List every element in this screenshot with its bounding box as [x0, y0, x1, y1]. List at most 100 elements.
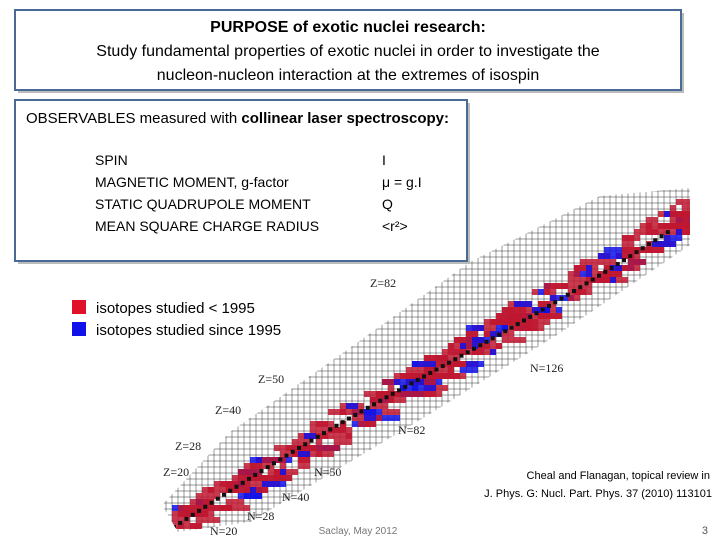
isotope-cell: [574, 271, 592, 277]
isotope-cell: [364, 409, 382, 415]
isotope-cell: [628, 259, 646, 265]
observables-title: OBSERVABLES measured with collinear lase…: [26, 110, 449, 127]
isotope-cell: [226, 499, 244, 505]
isotope-cell: [364, 421, 376, 427]
stable-cell: [203, 504, 208, 509]
isotope-cell: [262, 481, 286, 487]
observables-box: [14, 99, 468, 262]
stable-cell: [553, 300, 558, 305]
isotope-cell: [364, 391, 382, 397]
isotope-cell: [178, 505, 190, 511]
isotope-cell: [346, 403, 358, 409]
isotope-cell: [244, 493, 262, 499]
isotope-cell: [316, 439, 322, 445]
stable-cell: [503, 329, 508, 334]
isotope-cell: [274, 445, 298, 451]
stable-cell: [459, 353, 464, 358]
observable-name: MEAN SQUARE CHARGE RADIUS: [95, 218, 319, 234]
stable-cell: [172, 525, 176, 529]
isotope-cell: [670, 229, 676, 235]
isotope-cell: [466, 361, 484, 367]
isotope-cell: [454, 337, 472, 343]
isotope-cell: [256, 487, 262, 493]
stable-cell: [453, 357, 458, 362]
isotope-cell: [514, 313, 532, 319]
isotope-cell: [394, 391, 418, 397]
observable-symbol: I: [382, 152, 386, 168]
stable-cell: [303, 442, 308, 447]
isotope-cell: [328, 427, 346, 433]
isotope-cell: [244, 487, 262, 493]
isotope-cell: [274, 475, 292, 481]
isotope-cell: [538, 289, 544, 295]
isotope-cell: [298, 445, 310, 451]
isotope-cell: [514, 301, 532, 307]
isotope-cell: [502, 307, 514, 313]
purpose-text: Study fundamental properties of exotic n…: [96, 43, 600, 60]
nuclide-chart: [162, 188, 690, 532]
chart-labels: Z=82 N=126 Z=50 Z=40 N=82 Z=28 Z=20 N=50…: [163, 276, 563, 538]
isotope-cell: [448, 343, 454, 349]
isotope-cell: [202, 487, 214, 493]
isotope-cell: [280, 469, 298, 475]
isotope-cell: [418, 391, 436, 397]
isotope-cell: [568, 277, 586, 283]
footer: Saclay, May 2012: [319, 526, 398, 537]
stable-cell: [309, 438, 314, 443]
isotope-cell: [496, 319, 520, 325]
legend-label: isotopes studied since 1995: [96, 322, 281, 339]
stable-cell: [340, 420, 345, 425]
stable-cell: [190, 512, 195, 517]
isotope-cell: [682, 205, 690, 211]
isotope-cell: [496, 343, 502, 349]
isotope-cell: [346, 433, 352, 439]
isotope-cell: [484, 319, 490, 325]
isotope-cell: [298, 457, 304, 463]
stable-cell: [634, 250, 639, 255]
observable-symbol: μ = g.I: [382, 174, 422, 190]
observables-list: SPIN MAGNETIC MOMENT, g-factor STATIC QU…: [95, 152, 422, 234]
stable-cell: [390, 391, 395, 396]
isotope-cell: [682, 229, 690, 235]
isotope-cell: [304, 433, 316, 439]
isotope-cell: [250, 463, 274, 469]
stable-cell: [490, 336, 495, 341]
stable-cell: [540, 307, 545, 312]
stable-cell: [534, 311, 539, 316]
stable-cell: [415, 377, 420, 382]
stable-cell: [603, 269, 608, 274]
magic-label: N=40: [282, 490, 309, 504]
stable-cell: [259, 469, 264, 474]
isotope-cell: [508, 331, 514, 337]
stable-cell: [509, 325, 514, 330]
stable-cell: [422, 374, 426, 379]
stable-cell: [628, 254, 633, 259]
isotope-cell: [418, 373, 436, 379]
isotope-cell: [502, 337, 526, 343]
stable-cell: [265, 465, 270, 470]
stable-cell: [253, 472, 258, 477]
stable-cell: [559, 296, 564, 301]
isotope-cell: [538, 301, 550, 307]
isotope-cell: [460, 349, 484, 355]
isotope-cell: [424, 379, 436, 385]
stable-cell: [222, 492, 226, 497]
stable-cell: [572, 288, 576, 293]
isotope-cell: [466, 343, 472, 349]
isotope-cell: [646, 223, 664, 229]
magic-label: N=20: [210, 524, 237, 538]
isotope-cell: [202, 493, 208, 499]
magic-label: Z=40: [215, 403, 241, 417]
isotope-cell: [322, 451, 334, 457]
isotope-cell: [670, 217, 676, 223]
isotope-cell: [376, 391, 388, 397]
isotope-cell: [466, 325, 484, 331]
isotope-cell: [280, 463, 286, 469]
isotope-cell: [370, 403, 388, 409]
stable-cell: [578, 285, 583, 290]
isotope-cell: [172, 517, 190, 523]
isotope-cell: [328, 409, 346, 415]
isotope-cell: [502, 325, 508, 331]
isotope-cell: [622, 235, 634, 241]
